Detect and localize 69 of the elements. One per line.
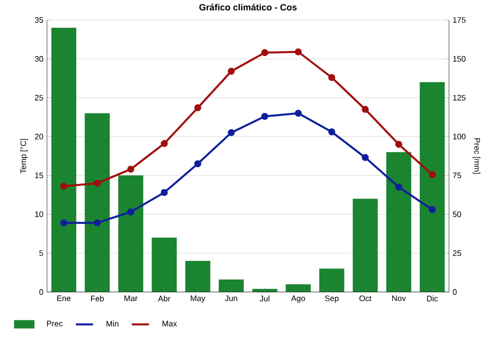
x-tick-label: Feb [91, 296, 104, 302]
x-tick-label: Ago [291, 296, 306, 303]
y2-tick-label: 25 [452, 250, 462, 256]
x-tick-label: Dic [427, 296, 438, 302]
x-tick-label: Mar [124, 296, 138, 302]
point [60, 182, 68, 190]
point [362, 106, 369, 113]
point [428, 206, 436, 214]
y2-tick-label: 175 [453, 17, 466, 23]
y2-tick-label: 125 [453, 94, 466, 101]
bar [118, 175, 144, 292]
point [194, 104, 202, 112]
point [94, 180, 101, 187]
y2-tick-label: 150 [453, 56, 466, 62]
y2-tick-label: 50 [452, 211, 462, 218]
point [127, 208, 134, 216]
point [294, 110, 302, 117]
point [194, 160, 202, 168]
legend-label: Min [106, 320, 118, 326]
bar [386, 152, 412, 292]
bar [352, 198, 378, 292]
y2-axis-title: Prec [mm] [472, 138, 480, 174]
point [328, 128, 336, 136]
chart-title: Gráfico climático - Cos [199, 4, 297, 10]
point [228, 68, 235, 75]
point [395, 184, 402, 191]
x-tick-label: Oct [359, 296, 372, 302]
point [60, 219, 68, 226]
point [160, 140, 168, 148]
point [428, 171, 436, 178]
y-axis-title: Temp [°C] [20, 138, 28, 174]
bar [319, 268, 344, 292]
y-tick-label: 35 [34, 17, 44, 23]
point [395, 140, 402, 148]
legend-label: Max [162, 320, 177, 326]
point [328, 74, 336, 82]
x-tick-label: Sep [324, 296, 339, 303]
bar [152, 238, 177, 292]
y-tick-label: 30 [34, 56, 44, 62]
bar [84, 113, 110, 292]
point [127, 166, 134, 173]
y-tick-label: 5 [39, 250, 44, 256]
y2-tick-label: 75 [452, 172, 462, 178]
x-tick-label: Nov [392, 296, 406, 302]
x-tick-label: Jun [224, 296, 238, 302]
y-tick-label: 20 [34, 134, 44, 140]
y-tick-label: 0 [39, 289, 44, 295]
y-tick-label: 10 [35, 211, 44, 218]
point [228, 129, 235, 136]
y-tick-label: 25 [34, 94, 44, 101]
x-tick-label: Abr [158, 296, 170, 302]
legend-label: Prec [47, 320, 63, 326]
bar [218, 280, 244, 292]
bar [51, 28, 76, 292]
point [362, 154, 369, 162]
y-tick-label: 15 [35, 172, 44, 178]
point [94, 219, 101, 226]
point [261, 49, 268, 56]
point [294, 48, 302, 56]
x-tick-label: Ene [57, 296, 71, 302]
y2-tick-label: 0 [452, 289, 457, 295]
y2-tick-label: 100 [453, 134, 466, 140]
bar [420, 82, 445, 292]
bar [185, 260, 210, 292]
point [261, 112, 268, 120]
bar [286, 284, 311, 292]
point [160, 189, 168, 196]
x-tick-label: May [190, 296, 206, 303]
x-tick-label: Jul [260, 296, 270, 302]
